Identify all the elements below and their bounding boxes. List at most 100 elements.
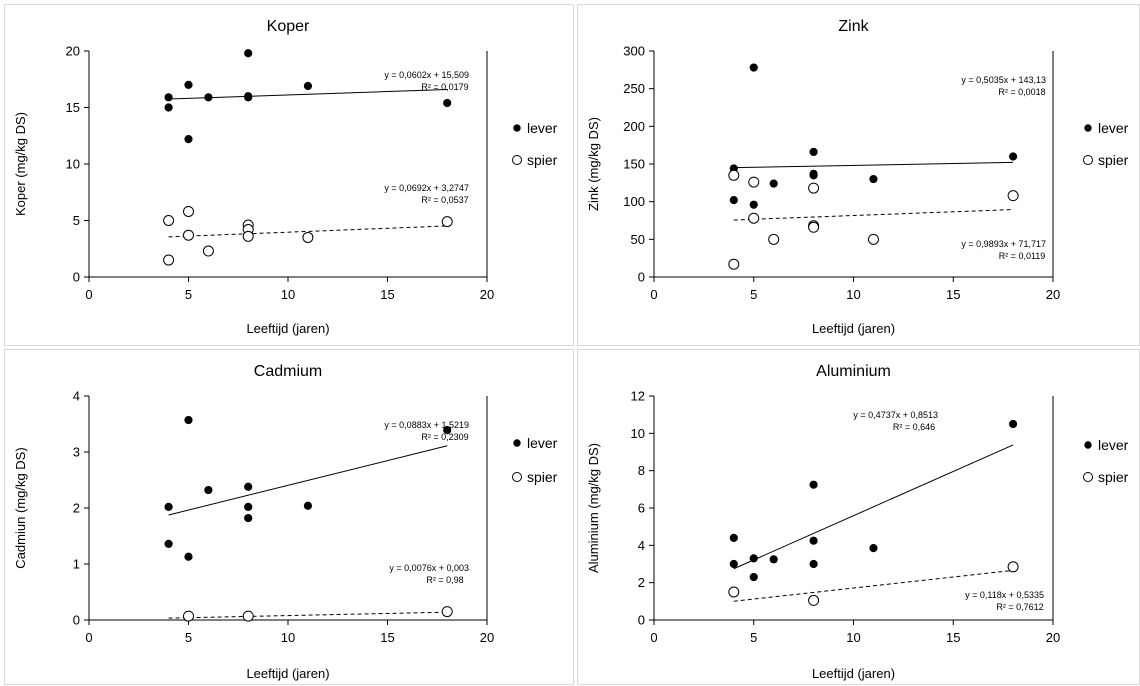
koper-y-tick-label: 5 bbox=[73, 213, 80, 228]
aluminium-lever-point bbox=[1009, 419, 1018, 429]
cadmium-x-tick-label: 15 bbox=[380, 630, 394, 645]
zink-legend-marker-lever bbox=[1084, 124, 1092, 132]
koper-spier-equation: y = 0,0692x + 3,2747 bbox=[384, 183, 469, 193]
cadmium-x-tick-label: 20 bbox=[480, 630, 494, 645]
cadmium-lever-trendline bbox=[168, 445, 448, 516]
koper-lever-point bbox=[184, 135, 193, 144]
aluminium-y-axis-label: Aluminium (mg/kg DS) bbox=[586, 443, 601, 573]
cadmium-legend-marker-spier bbox=[512, 472, 522, 482]
cadmium-spier-trendline bbox=[168, 611, 448, 619]
zink-lever-trendline bbox=[733, 161, 1014, 169]
cadmium-y-tick-label: 2 bbox=[73, 501, 80, 516]
aluminium-y-tick-label: 10 bbox=[631, 426, 645, 441]
cadmium-lever-point bbox=[164, 539, 173, 548]
zink-scatter-chart: Zink 0 50 100 150 200 250 300 0 5 10 15 20 Leeftijd (… bbox=[586, 18, 1129, 336]
aluminium-lever-point bbox=[809, 536, 818, 545]
cadmium-y-axis-label: Cadmiun (mg/kg DS) bbox=[13, 447, 28, 568]
chart-panel-koper: Koper 0 5 10 15 20 0 5 10 15 20 Leeftijd (jaren) Kop… bbox=[4, 4, 574, 346]
zink-x-tick-label: 0 bbox=[650, 287, 657, 302]
zink-lever-point bbox=[1009, 152, 1018, 161]
zink-x-tick-label: 20 bbox=[1046, 287, 1060, 302]
zink-lever-point bbox=[729, 196, 738, 205]
cadmium-lever-point bbox=[244, 502, 253, 511]
zink-x-tick-label: 10 bbox=[846, 287, 860, 302]
aluminium-y-tick-label: 6 bbox=[638, 501, 645, 516]
cadmium-y-tick-label: 1 bbox=[73, 557, 80, 572]
koper-x-tick-label: 20 bbox=[480, 287, 494, 302]
aluminium-x-axis-label: Leeftijd (jaren) bbox=[812, 666, 895, 681]
aluminium-y-tick-label: 0 bbox=[638, 613, 645, 628]
zink-x-tick-label: 5 bbox=[750, 287, 757, 302]
zink-lever-point bbox=[809, 147, 818, 157]
koper-spier-point bbox=[441, 216, 453, 228]
zink-lever-point bbox=[809, 171, 818, 180]
zink-spier-r-squared: R² = 0,0119 bbox=[999, 251, 1046, 261]
zink-spier-trendline bbox=[733, 209, 1014, 221]
aluminium-lever-point bbox=[729, 533, 738, 542]
zink-spier-point bbox=[728, 258, 740, 270]
cadmium-lever-point bbox=[164, 502, 173, 511]
koper-y-tick-label: 10 bbox=[66, 157, 80, 172]
cadmium-lever-point bbox=[244, 513, 253, 523]
koper-x-tick-label: 0 bbox=[85, 287, 92, 302]
aluminium-x-tick-label: 20 bbox=[1046, 630, 1060, 645]
koper-spier-trendline bbox=[168, 225, 448, 238]
koper-spier-point bbox=[183, 229, 194, 241]
cadmium-x-tick-label: 5 bbox=[185, 630, 192, 645]
koper-x-axis-label: Leeftijd (jaren) bbox=[246, 321, 329, 336]
zink-spier-point bbox=[808, 182, 820, 194]
aluminium-x-tick-label: 0 bbox=[650, 630, 657, 645]
cadmium-x-tick-label: 0 bbox=[85, 630, 92, 645]
aluminium-spier-point bbox=[808, 594, 820, 606]
cadmium-legend-label-spier: spier bbox=[527, 469, 558, 485]
aluminium-lever-point bbox=[869, 544, 878, 553]
zink-spier-point bbox=[768, 233, 780, 245]
zink-spier-point bbox=[1007, 190, 1019, 202]
cadmium-spier-point bbox=[242, 610, 254, 622]
zink-x-axis-label: Leeftijd (jaren) bbox=[812, 321, 895, 336]
zink-spier-point bbox=[748, 176, 760, 188]
cadmium-y-tick-label: 0 bbox=[73, 613, 80, 628]
koper-y-tick-label: 0 bbox=[73, 270, 80, 285]
koper-scatter-chart: Koper 0 5 10 15 20 0 5 10 15 20 Leeftijd (jaren) Kop… bbox=[13, 18, 558, 336]
cadmium-legend-marker-lever bbox=[513, 439, 521, 447]
aluminium-x-tick-label: 15 bbox=[946, 630, 960, 645]
aluminium-spier-equation: y = 0,118x + 0,5335 bbox=[965, 590, 1044, 600]
aluminium-y-tick-label: 4 bbox=[638, 538, 645, 553]
koper-spier-point bbox=[163, 215, 175, 226]
cadmium-lever-point bbox=[244, 482, 253, 491]
cadmium-spier-r-squared: R² = 0,98 bbox=[426, 575, 463, 585]
zink-spier-point bbox=[808, 221, 820, 233]
cadmium-y-tick-label: 3 bbox=[73, 445, 80, 460]
aluminium-lever-point bbox=[749, 554, 758, 563]
koper-lever-point bbox=[204, 93, 213, 102]
cadmium-spier-point bbox=[183, 610, 194, 622]
zink-spier-point bbox=[748, 212, 760, 224]
zink-y-tick-label: 250 bbox=[623, 81, 645, 96]
aluminium-legend-marker-lever bbox=[1084, 441, 1092, 449]
cadmium-lever-point bbox=[443, 426, 452, 435]
aluminium-lever-r-squared: R² = 0,646 bbox=[893, 422, 935, 432]
aluminium-legend-label-lever: lever bbox=[1098, 437, 1129, 453]
aluminium-lever-point bbox=[749, 572, 758, 582]
zink-lever-point bbox=[869, 174, 878, 184]
koper-lever-trendline bbox=[168, 89, 448, 100]
cadmium-lever-point bbox=[184, 415, 193, 425]
zink-lever-point bbox=[769, 179, 778, 188]
cadmium-x-axis-label: Leeftijd (jaren) bbox=[246, 666, 329, 681]
cadmium-lever-point bbox=[184, 552, 193, 561]
zink-y-tick-label: 300 bbox=[623, 44, 645, 59]
aluminium-y-tick-label: 2 bbox=[638, 575, 645, 590]
zink-legend-label-spier: spier bbox=[1098, 152, 1129, 168]
cadmium-lever-equation: y = 0,0883x + 1,5219 bbox=[384, 420, 469, 430]
koper-x-tick-label: 15 bbox=[380, 287, 394, 302]
cadmium-x-tick-label: 10 bbox=[281, 630, 295, 645]
zink-lever-point bbox=[749, 200, 758, 209]
aluminium-spier-r-squared: R² = 0,7612 bbox=[996, 602, 1043, 612]
koper-legend-label-spier: spier bbox=[527, 152, 558, 168]
cadmium-y-tick-label: 4 bbox=[73, 389, 80, 404]
aluminium-lever-trendline bbox=[733, 444, 1014, 570]
zink-y-tick-label: 200 bbox=[623, 119, 645, 134]
koper-lever-point bbox=[303, 81, 312, 91]
aluminium-spier-trendline bbox=[733, 569, 1014, 602]
